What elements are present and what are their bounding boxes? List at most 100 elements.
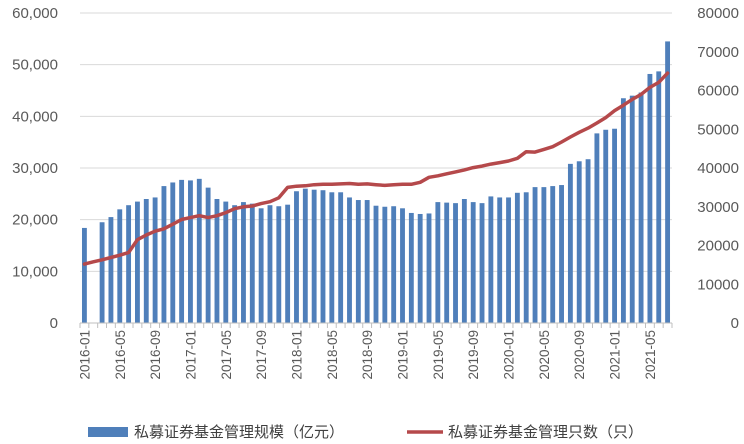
bar — [320, 190, 326, 323]
bar — [214, 199, 220, 323]
bar — [188, 180, 193, 323]
bar — [576, 161, 582, 323]
left-tick-label: 30,000 — [12, 160, 58, 177]
axes — [79, 322, 673, 328]
bar — [444, 202, 450, 323]
bar — [223, 201, 229, 323]
bar — [302, 188, 308, 323]
x-tick-label: 2017-01 — [183, 330, 198, 380]
bar — [585, 159, 591, 323]
bar — [329, 192, 335, 323]
x-tick-label: 2021-01 — [608, 330, 623, 380]
x-tick-label: 2017-09 — [254, 330, 269, 380]
bar — [453, 203, 458, 323]
line-series-count — [82, 71, 670, 266]
x-tick-label: 2018-01 — [289, 330, 304, 380]
x-tick-label: 2019-01 — [396, 330, 411, 380]
bar — [382, 206, 388, 323]
x-tick-label: 2019-05 — [431, 330, 446, 380]
bar — [656, 71, 662, 323]
bar — [205, 187, 211, 323]
bar — [373, 205, 379, 323]
left-tick-label: 60,000 — [12, 5, 58, 22]
left-tick-label: 10,000 — [12, 263, 58, 280]
right-axis-tick-labels: 0 10000 20000 30000 40000 50000 60000 70000 8000… — [697, 5, 739, 332]
right-tick-label: 50000 — [697, 121, 739, 138]
x-tick-label: 2019-09 — [466, 330, 481, 380]
bar — [488, 196, 494, 323]
x-tick-label: 2020-01 — [502, 330, 517, 380]
legend-label-count: 私募证券基金管理只数（只） — [448, 424, 643, 441]
bar — [612, 128, 617, 323]
bar — [550, 186, 556, 323]
bar — [161, 186, 167, 323]
right-tick-label: 70000 — [697, 44, 739, 61]
bar — [567, 163, 573, 323]
bar — [620, 98, 626, 323]
bar — [126, 205, 132, 323]
left-tick-label: 50,000 — [12, 57, 58, 74]
bar — [603, 129, 609, 323]
bar — [232, 205, 238, 323]
bar-series-scale — [81, 41, 671, 324]
bar — [400, 208, 405, 323]
bar — [541, 187, 547, 323]
bar — [170, 182, 176, 323]
bar — [426, 213, 432, 323]
bar — [311, 189, 317, 323]
bar — [532, 187, 538, 323]
left-axis-tick-labels: 0 10,000 20,000 30,000 40,000 50,000 60,000 — [12, 5, 58, 332]
bar — [435, 202, 441, 323]
bar — [152, 197, 158, 323]
bar — [408, 212, 414, 323]
count-line — [82, 71, 670, 266]
bar — [258, 208, 264, 323]
bar — [196, 178, 202, 323]
bar — [135, 201, 140, 323]
bar — [249, 203, 255, 323]
bar — [594, 133, 600, 323]
bar — [647, 73, 653, 323]
x-tick-label: 2016-05 — [113, 330, 128, 380]
left-tick-label: 0 — [50, 315, 58, 332]
bar — [665, 41, 671, 324]
right-tick-label: 80000 — [697, 5, 739, 22]
bar — [99, 222, 105, 323]
bar — [461, 199, 467, 323]
x-tick-label: 2017-05 — [219, 330, 234, 380]
bar — [514, 192, 520, 323]
left-tick-label: 20,000 — [12, 212, 58, 229]
x-tick-label: 2018-05 — [325, 330, 340, 380]
bar — [285, 204, 291, 323]
bar — [143, 199, 149, 323]
bar — [338, 192, 344, 323]
x-tick-label: 2018-09 — [360, 330, 375, 380]
left-tick-label: 40,000 — [12, 108, 58, 125]
bar — [179, 179, 185, 323]
right-tick-label: 40000 — [697, 160, 739, 177]
x-tick-label: 2020-05 — [537, 330, 552, 380]
bar — [267, 205, 273, 323]
legend-label-scale: 私募证券基金管理规模（亿元） — [134, 424, 344, 441]
bar — [506, 197, 511, 323]
x-tick-label: 2020-09 — [572, 330, 587, 380]
bar — [559, 185, 564, 323]
x-tick-label: 2016-01 — [77, 330, 92, 380]
right-tick-label: 0 — [731, 315, 739, 332]
bar — [355, 200, 361, 323]
bar — [417, 213, 423, 323]
x-tick-label: 2016-09 — [148, 330, 163, 380]
x-axis-tick-labels: 2016-01 2016-05 2016-09 2017-01 2017-05 2017-… — [77, 330, 657, 380]
bar — [364, 200, 370, 323]
legend: 私募证券基金管理规模（亿元） 私募证券基金管理只数（只） — [88, 424, 643, 441]
legend-swatch-scale — [88, 427, 128, 437]
bar — [391, 206, 397, 323]
bar — [629, 95, 635, 324]
bar — [276, 206, 282, 323]
bar — [294, 191, 299, 323]
bar — [470, 202, 476, 323]
bar — [241, 202, 246, 323]
right-tick-label: 10000 — [697, 276, 739, 293]
bar — [117, 209, 123, 323]
